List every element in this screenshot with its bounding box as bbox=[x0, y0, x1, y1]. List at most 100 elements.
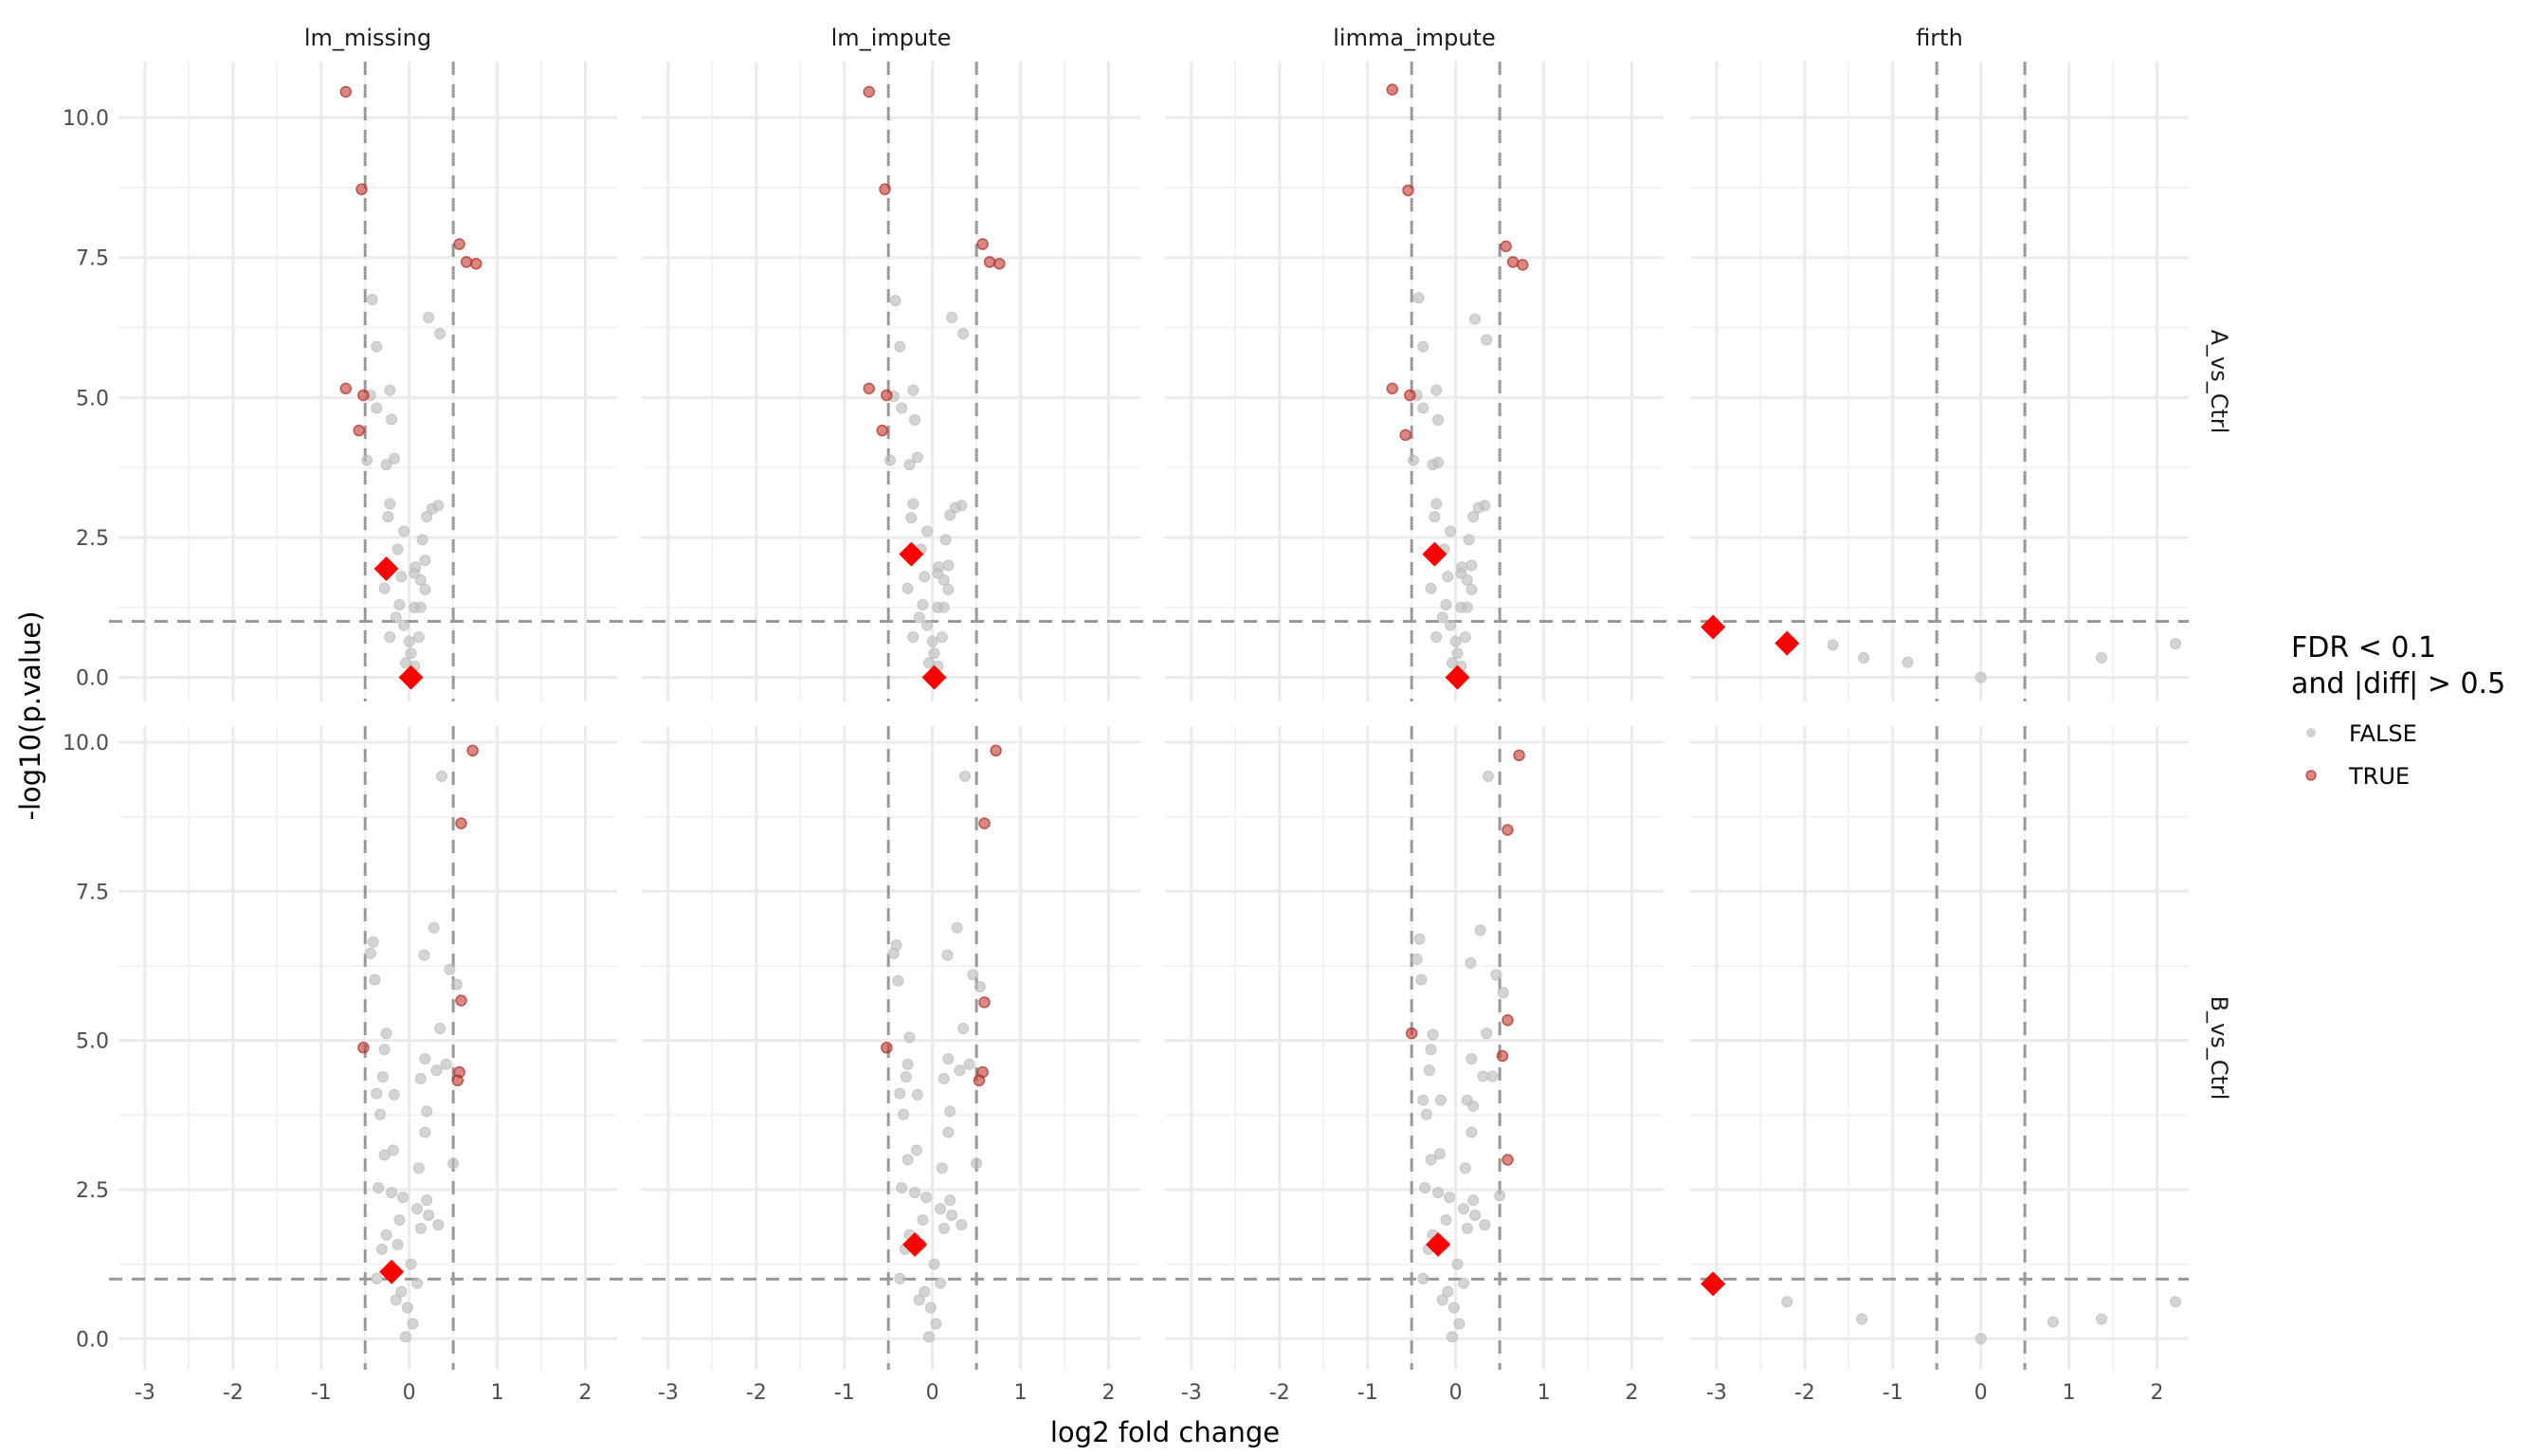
point-true bbox=[1502, 1154, 1514, 1166]
point-false bbox=[1975, 1333, 1987, 1345]
point-true bbox=[455, 817, 467, 829]
point-true bbox=[1513, 749, 1525, 762]
point-false bbox=[382, 511, 394, 523]
point-false bbox=[421, 1194, 433, 1207]
point-false bbox=[1459, 1162, 1471, 1174]
x-tick-label: -1 bbox=[311, 1381, 332, 1405]
point-false bbox=[384, 631, 396, 644]
point-true bbox=[1500, 240, 1512, 253]
x-tick-label: 1 bbox=[1538, 1381, 1551, 1405]
x-tick-label: -1 bbox=[1883, 1381, 1903, 1405]
point-false bbox=[926, 635, 938, 647]
point-false bbox=[1467, 1194, 1480, 1207]
point-false bbox=[371, 402, 383, 414]
point-true bbox=[460, 256, 473, 268]
facet-panel bbox=[629, 62, 1153, 701]
point-false bbox=[414, 1222, 427, 1234]
highlight-diamond bbox=[379, 1259, 405, 1284]
y-tick-label: 7.5 bbox=[76, 247, 109, 271]
point-false bbox=[917, 598, 929, 610]
point-true bbox=[1502, 1013, 1514, 1027]
point-false bbox=[440, 1058, 452, 1070]
point-false bbox=[909, 413, 921, 426]
point-true bbox=[1502, 824, 1514, 836]
point-false bbox=[937, 601, 950, 613]
point-false bbox=[919, 571, 931, 583]
legend: FDR < 0.1 and |diff| > 0.5 FALSE TRUE bbox=[2291, 631, 2505, 790]
point-false bbox=[1408, 454, 1420, 466]
point-false bbox=[901, 1058, 914, 1070]
x-tick-label: 2 bbox=[1102, 1381, 1116, 1405]
point-false bbox=[1465, 956, 1477, 969]
point-false bbox=[937, 1072, 950, 1084]
point-false bbox=[2095, 651, 2107, 664]
point-true bbox=[1399, 428, 1411, 442]
point-false bbox=[1430, 498, 1443, 510]
point-false bbox=[1430, 384, 1443, 396]
point-false bbox=[942, 559, 955, 572]
point-true bbox=[973, 1074, 986, 1087]
point-true bbox=[983, 256, 996, 268]
point-false bbox=[387, 1144, 399, 1156]
point-false bbox=[956, 500, 968, 512]
point-false bbox=[1449, 635, 1462, 647]
highlight-diamond bbox=[1774, 630, 1800, 656]
column-strip-label: lm_impute bbox=[831, 25, 952, 51]
point-false bbox=[1417, 402, 1429, 414]
point-false bbox=[1425, 1044, 1437, 1056]
point-false bbox=[887, 947, 900, 959]
highlight-diamond bbox=[1701, 1271, 1726, 1297]
point-false bbox=[386, 1187, 398, 1199]
point-false bbox=[936, 631, 948, 644]
highlight-diamond bbox=[373, 556, 399, 582]
point-true bbox=[453, 238, 465, 250]
point-false bbox=[946, 1210, 958, 1222]
point-false bbox=[411, 1203, 424, 1215]
x-tick-label: -3 bbox=[135, 1381, 155, 1405]
x-tick-label: -1 bbox=[1357, 1381, 1378, 1405]
panels: lm_missing lm_impute limma_impute firth A_vs… bbox=[63, 25, 2232, 1405]
point-false bbox=[373, 1182, 385, 1194]
highlight-diamond bbox=[1445, 664, 1470, 690]
point-false bbox=[1423, 1065, 1435, 1077]
point-false bbox=[395, 1285, 408, 1298]
point-false bbox=[423, 1210, 435, 1222]
point-false bbox=[447, 1157, 460, 1170]
point-false bbox=[967, 969, 979, 981]
point-false bbox=[903, 1031, 916, 1044]
point-false bbox=[1445, 525, 1457, 537]
point-false bbox=[1463, 534, 1475, 546]
point-true bbox=[876, 424, 888, 437]
point-false bbox=[1469, 1210, 1482, 1222]
point-false bbox=[399, 1331, 411, 1343]
point-false bbox=[1497, 987, 1509, 999]
point-false bbox=[939, 534, 952, 546]
facet-panel bbox=[1153, 62, 1676, 701]
point-false bbox=[1465, 583, 1478, 595]
point-false bbox=[390, 611, 402, 624]
point-false bbox=[397, 1192, 410, 1204]
point-false bbox=[367, 936, 379, 948]
point-false bbox=[1467, 1100, 1480, 1112]
x-tick-label: 2 bbox=[1626, 1381, 1639, 1405]
x-tick-label: -3 bbox=[1706, 1381, 1727, 1405]
point-false bbox=[390, 1294, 402, 1306]
point-false bbox=[436, 770, 448, 782]
point-false bbox=[1442, 571, 1454, 583]
point-false bbox=[1461, 573, 1473, 586]
x-tick-label: -3 bbox=[1181, 1381, 1202, 1405]
point-false bbox=[419, 1053, 431, 1065]
point-false bbox=[434, 1023, 446, 1035]
point-false bbox=[376, 1071, 389, 1083]
point-true bbox=[863, 85, 876, 99]
x-tick-label: 0 bbox=[926, 1381, 939, 1405]
point-false bbox=[971, 1157, 983, 1170]
point-false bbox=[380, 459, 392, 471]
point-false bbox=[963, 1058, 975, 1070]
row-strip-label: B_vs_Ctrl bbox=[2206, 996, 2232, 1101]
legend-key-true bbox=[2305, 770, 2317, 781]
point-false bbox=[907, 631, 919, 644]
point-false bbox=[942, 1053, 955, 1065]
point-false bbox=[1474, 924, 1486, 937]
point-false bbox=[1465, 559, 1478, 572]
